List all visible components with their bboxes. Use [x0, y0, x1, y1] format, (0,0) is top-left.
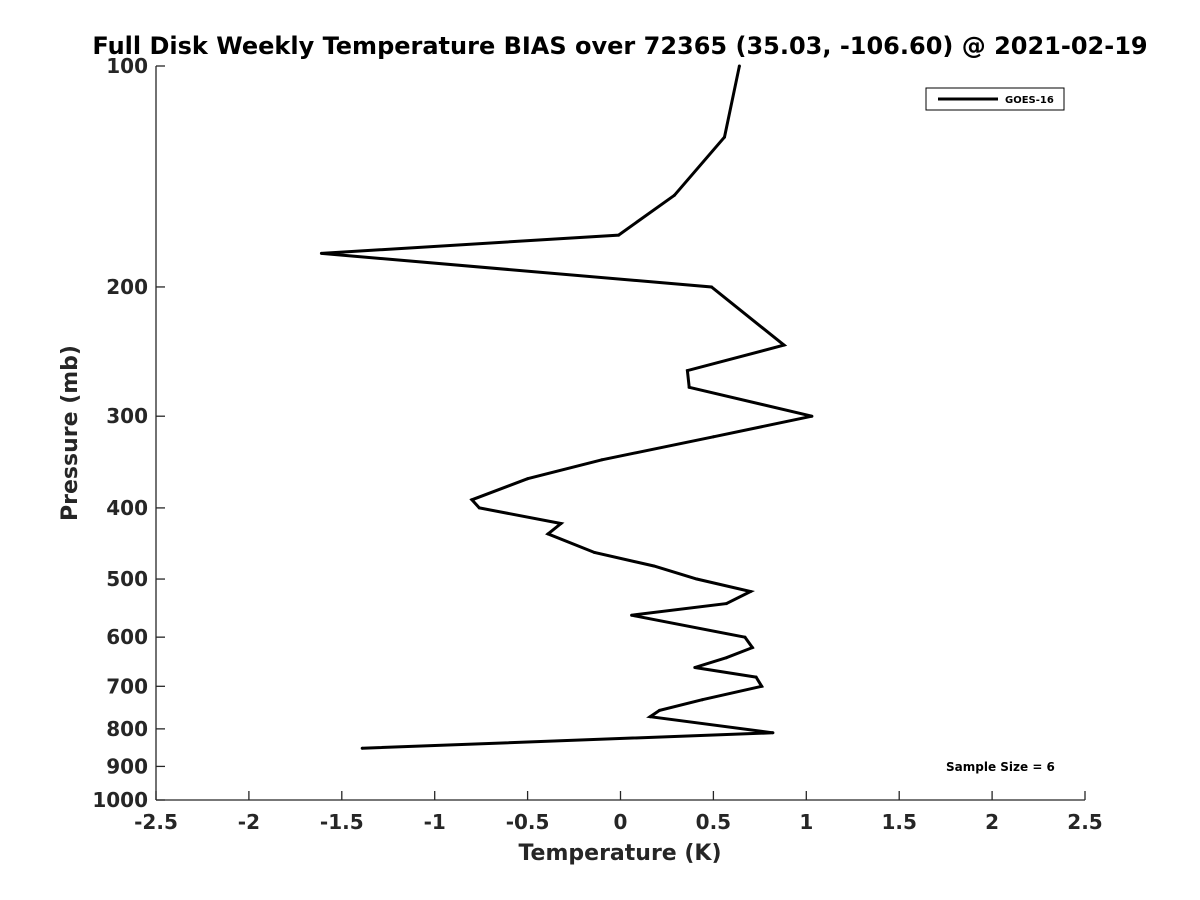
x-tick-label: -0.5 [506, 810, 550, 834]
data-point [652, 564, 656, 568]
legend: GOES-16 [925, 87, 1065, 111]
data-point [617, 233, 621, 237]
data-point [749, 590, 753, 593]
data-point [711, 435, 715, 439]
data-point [760, 684, 764, 688]
data-point [477, 506, 481, 510]
data-point [693, 666, 697, 669]
y-tick-label: 500 [106, 567, 148, 591]
x-axis-label: Temperature (K) [518, 841, 721, 866]
data-point [546, 532, 550, 536]
x-tick-label: -2 [238, 810, 260, 834]
data-point [319, 251, 323, 255]
data-point [724, 602, 728, 606]
data-point [750, 646, 754, 650]
x-tick-label: 0 [614, 810, 628, 834]
data-point [695, 577, 699, 581]
y-axis-label: Pressure (mb) [58, 345, 83, 521]
data-point [658, 708, 661, 712]
data-point [648, 715, 652, 719]
data-point [360, 746, 364, 750]
data-point [810, 414, 814, 418]
y-axis-ticks: 100 200 300 400 500 600 700 800 900 1000 [92, 54, 165, 812]
chart-title: Full Disk Weekly Temperature BIAS over 7… [92, 32, 1147, 60]
y-tick-label: 700 [106, 674, 148, 698]
x-tick-label: -1 [424, 810, 446, 834]
data-point [710, 285, 713, 289]
data-point [593, 551, 596, 554]
data-point [559, 522, 563, 525]
series-line-goes-16 [321, 65, 813, 750]
x-tick-label: 2 [985, 810, 999, 834]
y-tick-label: 600 [106, 625, 148, 649]
y-tick-label: 200 [106, 275, 148, 299]
x-tick-label: -2.5 [134, 810, 178, 834]
data-point [700, 698, 704, 702]
data-points [319, 64, 814, 750]
y-tick-label: 100 [106, 54, 148, 78]
x-tick-label: -1.5 [320, 810, 364, 834]
x-tick-label: 1 [799, 810, 813, 834]
data-point [687, 385, 691, 389]
legend-entry-goes-16: GOES-16 [1005, 95, 1054, 106]
y-tick-label: 800 [106, 717, 148, 741]
x-axis-ticks: -2.5 -2 -1.5 -1 -0.5 0 0.5 1 1.5 2 2.5 [134, 791, 1103, 834]
data-point [685, 369, 689, 373]
data-point [630, 613, 634, 617]
data-point [723, 135, 726, 139]
x-tick-label: 1.5 [881, 810, 916, 834]
data-point [600, 458, 604, 462]
data-point [771, 731, 775, 735]
x-tick-label: 2.5 [1067, 810, 1102, 834]
data-point [754, 675, 758, 679]
y-tick-label: 1000 [92, 788, 148, 812]
data-point [470, 498, 474, 502]
data-point [782, 343, 786, 347]
x-tick-label: 0.5 [696, 810, 731, 834]
data-point [724, 656, 728, 660]
data-point [526, 477, 530, 481]
data-point [672, 193, 676, 197]
y-tick-label: 400 [106, 496, 148, 520]
data-point [743, 635, 747, 639]
sample-size-annotation: Sample Size = 6 [946, 760, 1055, 774]
y-tick-label: 300 [106, 404, 148, 428]
data-point [737, 64, 741, 68]
y-tick-label: 900 [106, 754, 148, 778]
